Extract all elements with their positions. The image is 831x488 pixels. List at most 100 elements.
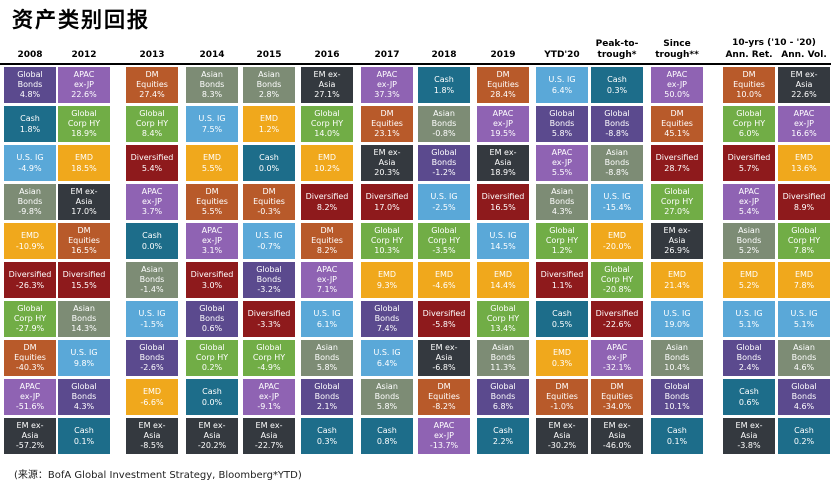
asset-label: APAC ex-JP	[793, 109, 815, 128]
return-value: 4.3%	[551, 207, 573, 217]
return-value: 2.4%	[738, 363, 760, 373]
cell-em-ex-asia: EM ex- Asia -8.5%	[126, 418, 178, 454]
asset-label: APAC ex-JP	[738, 187, 760, 206]
asset-label: EMD	[202, 153, 222, 162]
cell-global-bonds: Global Bonds 5.8%	[536, 106, 588, 142]
column-header-2019: 2019	[490, 50, 516, 60]
return-value: 10.0%	[736, 90, 762, 100]
return-value: -8.2%	[432, 402, 456, 412]
asset-label: Cash	[202, 387, 222, 396]
return-value: -1.4%	[140, 285, 164, 295]
cell-u-s-ig: U.S. IG -1.5%	[126, 301, 178, 337]
cell-em-ex-asia: EM ex- Asia -3.8%	[723, 418, 775, 454]
asset-label: Global Bonds	[791, 382, 817, 401]
cell-asian-bonds: Asian Bonds 2.8%	[243, 67, 295, 103]
cell-asian-bonds: Asian Bonds 5.8%	[301, 340, 353, 376]
asset-label: EMD	[317, 153, 337, 162]
asset-label: EMD	[434, 270, 454, 279]
cell-diversified: Diversified 5.4%	[126, 145, 178, 181]
return-value: 22.6%	[791, 90, 817, 100]
return-value: 14.0%	[314, 129, 340, 139]
asset-label: APAC ex-JP	[433, 421, 455, 440]
return-value: -57.2%	[15, 441, 45, 451]
cell-diversified: Diversified 28.7%	[651, 145, 703, 181]
return-value: 23.1%	[374, 129, 400, 139]
asset-label: EM ex- Asia	[255, 421, 283, 440]
return-value: 0.2%	[793, 436, 815, 446]
return-value: 1.8%	[433, 85, 455, 95]
cell-asian-bonds: Asian Bonds 14.3%	[58, 301, 110, 337]
return-value: -27.9%	[15, 324, 45, 334]
cell-apac-ex-jp: APAC ex-JP -9.1%	[243, 379, 295, 415]
cell-asian-bonds: Asian Bonds 10.4%	[651, 340, 703, 376]
asset-label: APAC ex-JP	[316, 265, 338, 284]
asset-label: Cash	[142, 231, 162, 240]
asset-label: Cash	[434, 75, 454, 84]
cell-apac-ex-jp: APAC ex-JP 50.0%	[651, 67, 703, 103]
return-value: 3.1%	[201, 246, 223, 256]
return-value: -0.7%	[257, 241, 281, 251]
column-header-ytd-20: YTD'20	[544, 50, 580, 60]
asset-label: Asian Bonds	[139, 265, 165, 284]
asset-label: Global Corp HY	[13, 304, 47, 323]
asset-label: Global Bonds	[549, 109, 575, 128]
cell-global-corp-hy: Global Corp HY 14.0%	[301, 106, 353, 142]
return-value: 7.8%	[793, 280, 815, 290]
asset-label: Cash	[493, 426, 513, 435]
return-value: 0.3%	[606, 85, 628, 95]
cell-u-s-ig: U.S. IG -2.5%	[418, 184, 470, 220]
return-value: 5.8%	[551, 129, 573, 139]
return-value: -2.6%	[140, 363, 164, 373]
return-value: 45.1%	[664, 129, 690, 139]
return-value: 4.3%	[73, 402, 95, 412]
cell-global-bonds: Global Bonds 7.4%	[361, 301, 413, 337]
asset-label: Global Corp HY	[732, 109, 766, 128]
asset-label: Cash	[259, 153, 279, 162]
asset-label: U.S. IG	[70, 348, 98, 357]
asset-label: Global Corp HY	[310, 109, 344, 128]
asset-label: Global Corp HY	[135, 109, 169, 128]
asset-label: Diversified	[481, 192, 525, 201]
asset-label: EMD	[607, 231, 627, 240]
asset-label: Diversified	[247, 309, 291, 318]
cell-u-s-ig: U.S. IG -15.4%	[591, 184, 643, 220]
asset-label: EM ex- Asia	[663, 226, 691, 245]
cell-diversified: Diversified 17.0%	[361, 184, 413, 220]
cell-global-corp-hy: Global Corp HY 1.2%	[536, 223, 588, 259]
asset-label: DM Equities	[733, 70, 765, 89]
column-header-2015: 2015	[256, 50, 282, 60]
asset-label: U.S. IG	[198, 114, 226, 123]
asset-label: Global Corp HY	[600, 265, 634, 284]
return-value: 1.1%	[551, 280, 573, 290]
return-value: 4.6%	[793, 402, 815, 412]
cell-cash: Cash 0.1%	[58, 418, 110, 454]
return-value: 0.6%	[201, 324, 223, 334]
return-value: 2.1%	[316, 402, 338, 412]
cell-em-ex-asia: EM ex- Asia 27.1%	[301, 67, 353, 103]
cell-global-corp-hy: Global Corp HY 0.2%	[186, 340, 238, 376]
cell-dm-equities: DM Equities -40.3%	[4, 340, 56, 376]
asset-label: Global Bonds	[17, 70, 43, 89]
asset-label: Diversified	[727, 153, 771, 162]
return-value: 18.5%	[71, 163, 97, 173]
cell-emd: EMD 9.3%	[361, 262, 413, 298]
cell-apac-ex-jp: APAC ex-JP 3.7%	[126, 184, 178, 220]
column-header-2012: 2012	[71, 50, 97, 60]
return-value: 20.3%	[374, 168, 400, 178]
cell-asian-bonds: Asian Bonds 5.2%	[723, 223, 775, 259]
return-value: 19.5%	[490, 129, 516, 139]
return-value: 4.8%	[19, 90, 41, 100]
cell-emd: EMD -6.6%	[126, 379, 178, 415]
page-title: 资产类别回报	[12, 7, 150, 32]
return-value: 8.2%	[316, 202, 338, 212]
cell-dm-equities: DM Equities 27.4%	[126, 67, 178, 103]
asset-label: DM Equities	[661, 109, 693, 128]
return-value: 14.4%	[490, 280, 516, 290]
asset-label: DM Equities	[428, 382, 460, 401]
return-value: 21.4%	[664, 280, 690, 290]
asset-label: Global Corp HY	[370, 226, 404, 245]
cell-asian-bonds: Asian Bonds 4.6%	[778, 340, 830, 376]
asset-label: EM ex- Asia	[198, 421, 226, 440]
cell-diversified: Diversified -3.3%	[243, 301, 295, 337]
return-value: -40.3%	[15, 363, 45, 373]
